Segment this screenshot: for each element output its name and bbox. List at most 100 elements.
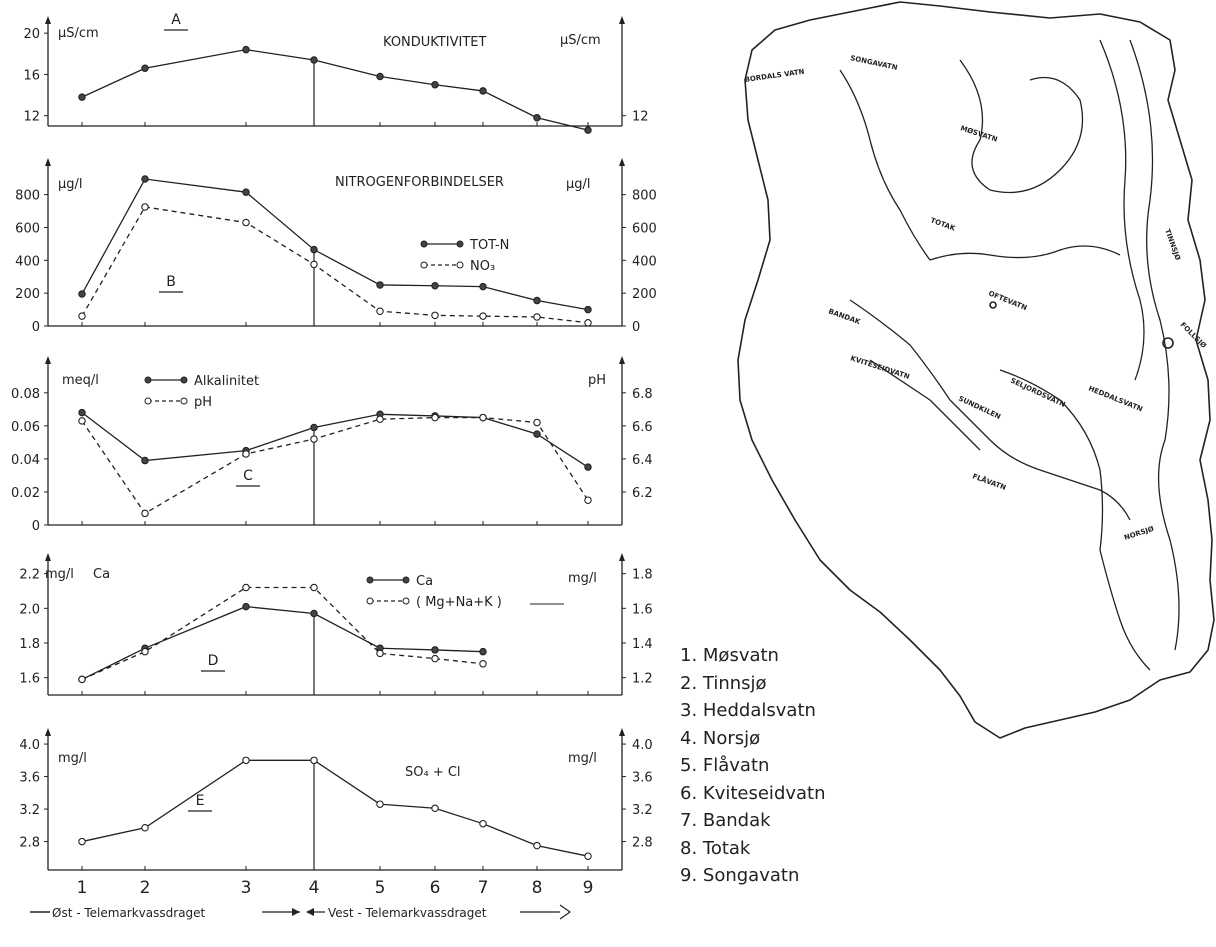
y-tick-label-right: 1.4 bbox=[632, 637, 653, 652]
data-point bbox=[533, 841, 541, 850]
river-totak bbox=[929, 245, 1121, 261]
footer-arrow-head-right bbox=[292, 908, 300, 916]
legend-label: NO₃ bbox=[470, 259, 495, 274]
data-point bbox=[376, 800, 384, 808]
y-tick-label-right: 3.2 bbox=[632, 803, 653, 818]
data-point bbox=[431, 804, 439, 812]
legend-marker bbox=[144, 376, 152, 384]
y-axis-right-arrow bbox=[619, 728, 625, 736]
data-point bbox=[431, 311, 439, 320]
river-norsjo bbox=[1099, 549, 1151, 671]
telemark-map bbox=[737, 1, 1215, 739]
y-tick-label-left: 0.06 bbox=[11, 420, 40, 435]
y-tick-label-left: 400 bbox=[15, 254, 40, 269]
map-labels: BORDALS VATNSONGAVATNMØSVATNTOTAKTINNSJØ… bbox=[744, 54, 1208, 542]
y-tick-label-right: 3.6 bbox=[632, 771, 653, 786]
data-point bbox=[431, 646, 439, 654]
panel-e: 2.8 3.2 3.6 4.0 2.8 3.2 3.6 4.0 mg/l mg/l SO₄ + Cl… bbox=[19, 728, 653, 871]
river-mosvatn bbox=[959, 59, 1084, 194]
y-tick-label-right: 6.8 bbox=[632, 387, 653, 402]
y-tick-label-right: 12 bbox=[632, 110, 649, 125]
y-axis-label-left: µS/cm bbox=[58, 26, 99, 41]
panel-d: 1.6 1.8 2.0 2.2 1.2 1.4 1.6 1.8 mg/l Ca mg/l D Ca ( M… bbox=[19, 553, 653, 696]
data-point bbox=[310, 56, 318, 64]
series-line-ph bbox=[81, 416, 589, 515]
legend-marker bbox=[144, 397, 152, 405]
legend-marker bbox=[366, 576, 374, 584]
data-point bbox=[479, 312, 487, 320]
data-point bbox=[584, 463, 592, 471]
lake-legend-item: 7. Bandak bbox=[680, 810, 771, 831]
panel-b: 0 200 400 600 800 0 200 400 600 800 µg/l µg/l NITROG… bbox=[15, 158, 657, 335]
data-point bbox=[78, 675, 86, 684]
y-tick-label-left: 3.2 bbox=[19, 803, 40, 818]
y-tick-label-left: 4.0 bbox=[19, 738, 40, 753]
data-point bbox=[310, 583, 318, 592]
data-point bbox=[78, 417, 86, 425]
data-point bbox=[479, 819, 487, 828]
data-point bbox=[479, 282, 487, 291]
river-bandak bbox=[849, 299, 1041, 471]
map-label: SONGAVATN bbox=[850, 54, 899, 72]
y-tick-label-left: 0 bbox=[32, 320, 40, 335]
x-tick-label: 4 bbox=[309, 878, 320, 898]
data-point bbox=[141, 64, 149, 72]
footer-arrow-tail-right bbox=[559, 904, 572, 920]
y-axis-label-left: mg/l bbox=[45, 567, 74, 582]
data-point bbox=[376, 307, 384, 315]
footer-arrow-head-left bbox=[306, 908, 314, 916]
lake-legend-item: 3. Heddalsvatn bbox=[680, 700, 816, 721]
y-tick-label-right: 4.0 bbox=[632, 738, 653, 753]
map-label: BANDAK bbox=[827, 307, 862, 326]
series-line-main bbox=[81, 759, 589, 857]
y-tick-label-left: 1.8 bbox=[19, 637, 40, 652]
map-label: HEDDALSVATN bbox=[1087, 384, 1144, 413]
y-axis-right-arrow bbox=[619, 553, 625, 561]
legend-marker bbox=[180, 397, 188, 405]
panel-a: 12 16 20 12 µS/cm µS/cm KONDUKTIVITET A bbox=[23, 12, 649, 134]
y-tick-label-left: 12 bbox=[23, 110, 40, 125]
data-point bbox=[533, 418, 541, 427]
data-point bbox=[242, 218, 250, 227]
y-tick-label-right: 1.2 bbox=[632, 672, 653, 687]
y-axis-left-arrow bbox=[45, 553, 51, 561]
data-point bbox=[479, 413, 487, 422]
map-label: BORDALS VATN bbox=[744, 68, 805, 84]
legend-marker bbox=[420, 261, 428, 269]
y-tick-label-left: 20 bbox=[23, 27, 40, 42]
panel-letter: A bbox=[171, 12, 181, 28]
x-tick-label: 2 bbox=[140, 878, 151, 898]
data-point bbox=[242, 756, 250, 765]
y-axis-label-left: meq/l bbox=[62, 373, 99, 388]
data-point bbox=[242, 583, 250, 592]
y-axis-label-left-extra: Ca bbox=[93, 567, 110, 582]
data-point bbox=[310, 435, 318, 443]
lake-legend-item: 6. Kviteseidvatn bbox=[680, 782, 826, 804]
panel-letter: B bbox=[166, 274, 176, 290]
data-point bbox=[533, 313, 541, 321]
data-point bbox=[533, 430, 541, 438]
y-axis-right-arrow bbox=[619, 16, 625, 24]
map-label: SELJORDSVATN bbox=[1009, 377, 1066, 409]
y-tick-label-left: 0.08 bbox=[11, 387, 40, 402]
y-tick-label-right: 2.8 bbox=[632, 836, 653, 851]
lake-legend-item: 4. Norsjø bbox=[680, 727, 761, 749]
y-tick-label-left: 800 bbox=[15, 189, 40, 204]
river-seljord bbox=[999, 369, 1104, 551]
y-axis-left-arrow bbox=[45, 158, 51, 166]
data-point bbox=[242, 602, 250, 611]
y-tick-label-left: 0 bbox=[32, 519, 40, 534]
panel-title: KONDUKTIVITET bbox=[383, 35, 486, 50]
lake-legend-item: 2. Tinnsjø bbox=[680, 672, 767, 694]
series-line-no- bbox=[81, 206, 589, 324]
data-point bbox=[78, 837, 86, 846]
river-songa bbox=[839, 69, 931, 261]
y-axis-right-arrow bbox=[619, 158, 625, 166]
y-tick-label-right: 600 bbox=[632, 221, 657, 236]
y-tick-label-left: 3.6 bbox=[19, 771, 40, 786]
data-point bbox=[242, 450, 250, 458]
y-axis-label-left: mg/l bbox=[58, 751, 87, 766]
x-tick-label: 1 bbox=[77, 878, 88, 898]
legend-label: ( Mg+Na+K ) bbox=[416, 595, 502, 610]
